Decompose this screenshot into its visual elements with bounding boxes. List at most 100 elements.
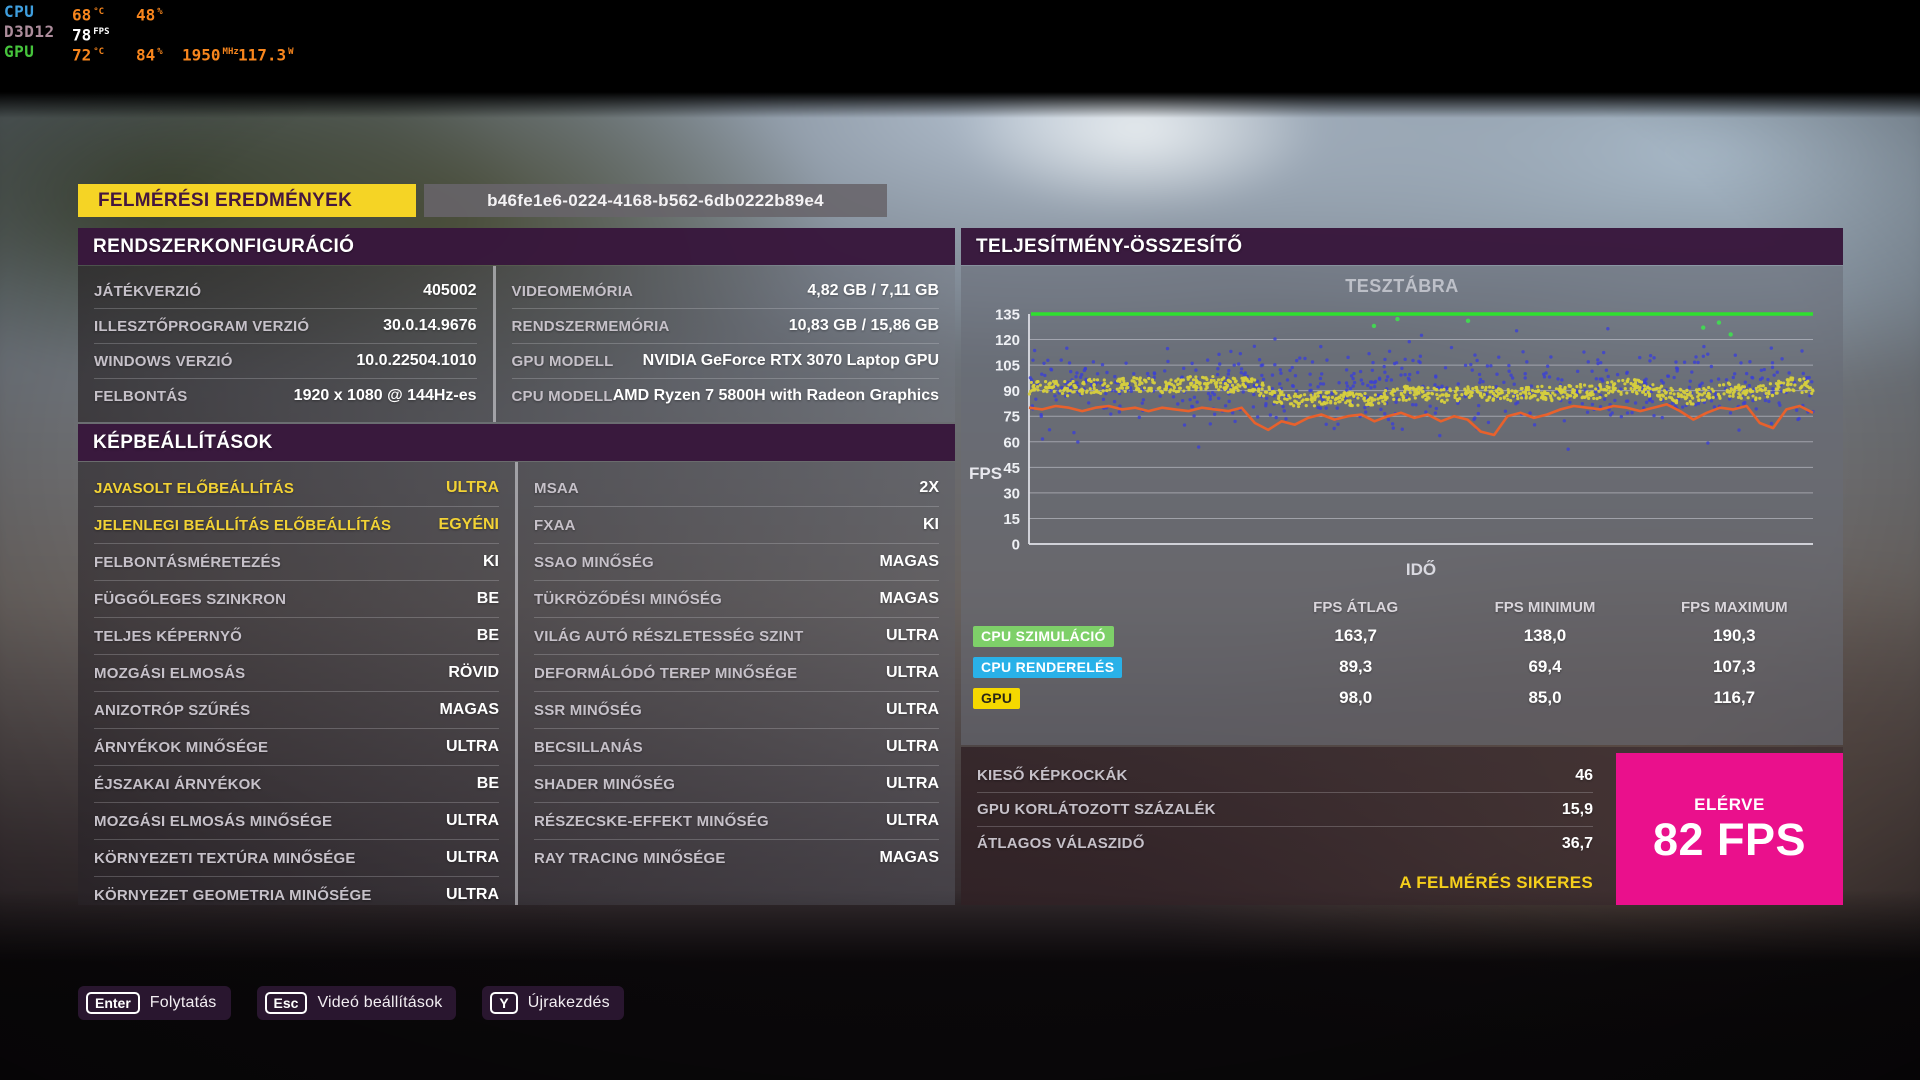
performance-body: TESZTÁBRA FPS 135 120 105 90 75 60 45 30 15 0 IDŐ… — [961, 266, 1843, 745]
setting-row-label: ÁRNYÉKOK MINŐSÉGE — [94, 738, 269, 756]
svg-text:75: 75 — [1003, 409, 1020, 426]
setting-row-value: ULTRA — [885, 738, 939, 755]
setting-row-value: ULTRA — [885, 664, 939, 681]
setting-row: RÉSZECSKE-EFFEKT MINŐSÉG ULTRA — [534, 803, 939, 840]
svg-text:105: 105 — [995, 358, 1020, 375]
setting-row-label: RÉSZECSKE-EFFEKT MINŐSÉG — [534, 812, 769, 830]
achieved-label: ELÉRVE — [1694, 795, 1765, 814]
config-row: RENDSZERMEMÓRIA 10,83 GB / 15,86 GB — [511, 309, 939, 344]
setting-row-value: ULTRA — [885, 812, 939, 829]
setting-row: TÜKRÖZŐDÉSI MINŐSÉG MAGAS — [534, 581, 939, 618]
setting-row-label: TÜKRÖZŐDÉSI MINŐSÉG — [534, 590, 722, 608]
setting-row-value: ULTRA — [885, 775, 939, 792]
result-stat-row-label: GPU KORLÁTOZOTT SZÁZALÉK — [977, 801, 1216, 818]
config-row: GPU MODELL NVIDIA GeForce RTX 3070 Laptop… — [511, 344, 939, 379]
overlay-row: D3D12 78 FPS — [4, 22, 344, 44]
setting-row-label: ÉJSZAKAI ÁRNYÉKOK — [94, 775, 262, 793]
setting-row: ÉJSZAKAI ÁRNYÉKOK BE — [94, 766, 499, 803]
setting-row: RAY TRACING MINŐSÉGE MAGAS — [534, 840, 939, 876]
chart-y-axis-label: FPS — [969, 464, 1003, 483]
key-badge: Y — [490, 992, 518, 1014]
config-row-label: GPU MODELL — [511, 352, 614, 370]
setting-row-label: MSAA — [534, 479, 579, 497]
setting-row: KÖRNYEZETI TEXTÚRA MINŐSÉGE ULTRA — [94, 840, 499, 877]
setting-row: JAVASOLT ELŐBEÁLLÍTÁS ULTRA — [94, 470, 499, 507]
config-row-value: AMD Ryzen 7 5800H with Radeon Graphics — [612, 387, 939, 404]
result-stat-row: GPU KORLÁTOZOTT SZÁZALÉK 15,9 — [977, 793, 1593, 827]
achieved-fps-badge: ELÉRVE 82 FPS — [1616, 753, 1843, 905]
overlay-sensor-label: CPU — [4, 2, 35, 21]
setting-row-value: ULTRA — [445, 479, 499, 496]
result-stat-row-value: 15,9 — [1561, 800, 1593, 818]
section-header-system: RENDSZERKONFIGURÁCIÓ — [78, 228, 955, 265]
overlay-sensor-label: GPU — [4, 42, 35, 61]
setting-row-label: DEFORMÁLÓDÓ TEREP MINŐSÉGE — [534, 664, 798, 682]
setting-row-label: FXAA — [534, 516, 576, 534]
result-stat-row-label: ÁTLAGOS VÁLASZIDŐ — [977, 835, 1145, 852]
fps-table-series-cell: GPU — [969, 682, 1261, 713]
prompt-label: Folytatás — [149, 994, 217, 1011]
setting-row: FELBONTÁSMÉRETEZÉS KI — [94, 544, 499, 581]
fps-table-value: 89,3 — [1339, 657, 1373, 676]
overlay-stat-unit: W — [288, 47, 294, 57]
setting-row: MOZGÁSI ELMOSÁS MINŐSÉGE ULTRA — [94, 803, 499, 840]
config-row-label: WINDOWS VERZIÓ — [94, 352, 233, 370]
prompt-label: Videó beállítások — [317, 994, 443, 1011]
config-row: VIDEOMEMÓRIA 4,82 GB / 7,11 GB — [511, 274, 939, 309]
section-header-graphics: KÉPBEÁLLÍTÁSOK — [78, 424, 955, 461]
key-badge: Enter — [86, 992, 140, 1014]
system-config-body: JÁTÉKVERZIÓ 405002 ILLESZTŐPROGRAM VERZIÓ 3… — [78, 266, 955, 422]
setting-row-value: 2X — [919, 479, 939, 496]
setting-row: BECSILLANÁS ULTRA — [534, 729, 939, 766]
fps-table-value: 163,7 — [1334, 626, 1377, 645]
result-stat-row-label: KIESŐ KÉPKOCKÁK — [977, 767, 1128, 784]
benchmark-chart: 135 120 105 90 75 60 45 30 15 0 — [979, 304, 1829, 566]
performance-overlay: CPU 68 °C 48% D3D12 78 FPS GPU 72 °C 84% 1950 MHz 117… — [4, 2, 344, 65]
prompt-y[interactable]: Y Újrakezdés — [482, 986, 624, 1020]
setting-row: FXAA KI — [534, 507, 939, 544]
fps-table-series-cell: CPU RENDERELÉS — [969, 651, 1261, 682]
result-stat-row: KIESŐ KÉPKOCKÁK 46 — [977, 759, 1593, 793]
setting-row: MSAA 2X — [534, 470, 939, 507]
setting-row-value: ULTRA — [445, 849, 499, 866]
overlay-stat-unit: °C — [93, 7, 105, 17]
setting-row-label: TELJES KÉPERNYŐ — [94, 627, 243, 645]
setting-row-label: KÖRNYEZETI TEXTÚRA MINŐSÉGE — [94, 849, 356, 867]
graphics-settings-right-column: MSAA 2X FXAA KI SSAO MINŐSÉG MAGAS TÜKRÖZŐDÉSI… — [515, 462, 955, 905]
setting-row-label: RAY TRACING MINŐSÉGE — [534, 849, 726, 867]
prompt-enter[interactable]: Enter Folytatás — [78, 986, 231, 1020]
config-row-value: 10,83 GB / 15,86 GB — [788, 317, 939, 334]
setting-row: MOZGÁSI ELMOSÁS RÖVID — [94, 655, 499, 692]
graphics-settings-body: JAVASOLT ELŐBEÁLLÍTÁS ULTRA JELENLEGI BEÁL… — [78, 462, 955, 905]
overlay-stat-value: 84% — [136, 45, 163, 65]
setting-row-label: SSAO MINŐSÉG — [534, 553, 654, 571]
config-row-label: CPU MODELL — [511, 387, 613, 405]
fps-table-value: 107,3 — [1713, 657, 1756, 676]
fps-table-series-cell: CPU SZIMULÁCIÓ — [969, 620, 1261, 651]
fps-table-header: FPS ÁTLAG — [1313, 599, 1399, 616]
setting-row: SHADER MINŐSÉG ULTRA — [534, 766, 939, 803]
config-row: CPU MODELL AMD Ryzen 7 5800H with Radeon … — [512, 379, 939, 413]
achieved-fps-value: 82 FPS — [1652, 814, 1807, 865]
setting-row-label: MOZGÁSI ELMOSÁS — [94, 664, 246, 682]
overlay-stat-value: 48% — [136, 5, 163, 25]
prompt-esc[interactable]: Esc Videó beállítások — [256, 986, 457, 1020]
config-row-label: JÁTÉKVERZIÓ — [94, 282, 202, 300]
setting-row: TELJES KÉPERNYŐ BE — [94, 618, 499, 655]
setting-row-label: JAVASOLT ELŐBEÁLLÍTÁS — [94, 479, 295, 497]
setting-row-value: ULTRA — [885, 627, 939, 644]
svg-text:15: 15 — [1003, 511, 1020, 528]
setting-row-value: MAGAS — [879, 849, 939, 866]
setting-row-label: ANIZOTRÓP SZŰRÉS — [94, 701, 251, 719]
setting-row: VILÁG AUTÓ RÉSZLETESSÉG SZINT ULTRA — [534, 618, 939, 655]
performance-panel: TELJESÍTMÉNY-ÖSSZESÍTŐ TESZTÁBRA FPS 135… — [961, 228, 1843, 905]
setting-row: JELENLEGI BEÁLLÍTÁS ELŐBEÁLLÍTÁS EGYÉNI — [94, 507, 499, 544]
system-config-right-column: VIDEOMEMÓRIA 4,82 GB / 7,11 GB RENDSZERMEM… — [492, 266, 955, 422]
result-stat-row-value: 46 — [1575, 766, 1593, 784]
benchmark-uuid: b46fe1e6-0224-4168-b562-6db0222b89e4 — [424, 184, 887, 217]
svg-text:0: 0 — [1012, 537, 1020, 554]
setting-row-value: MAGAS — [439, 701, 499, 718]
overlay-sensor-label: D3D12 — [4, 22, 55, 41]
fps-table-value: 98,0 — [1339, 688, 1373, 707]
